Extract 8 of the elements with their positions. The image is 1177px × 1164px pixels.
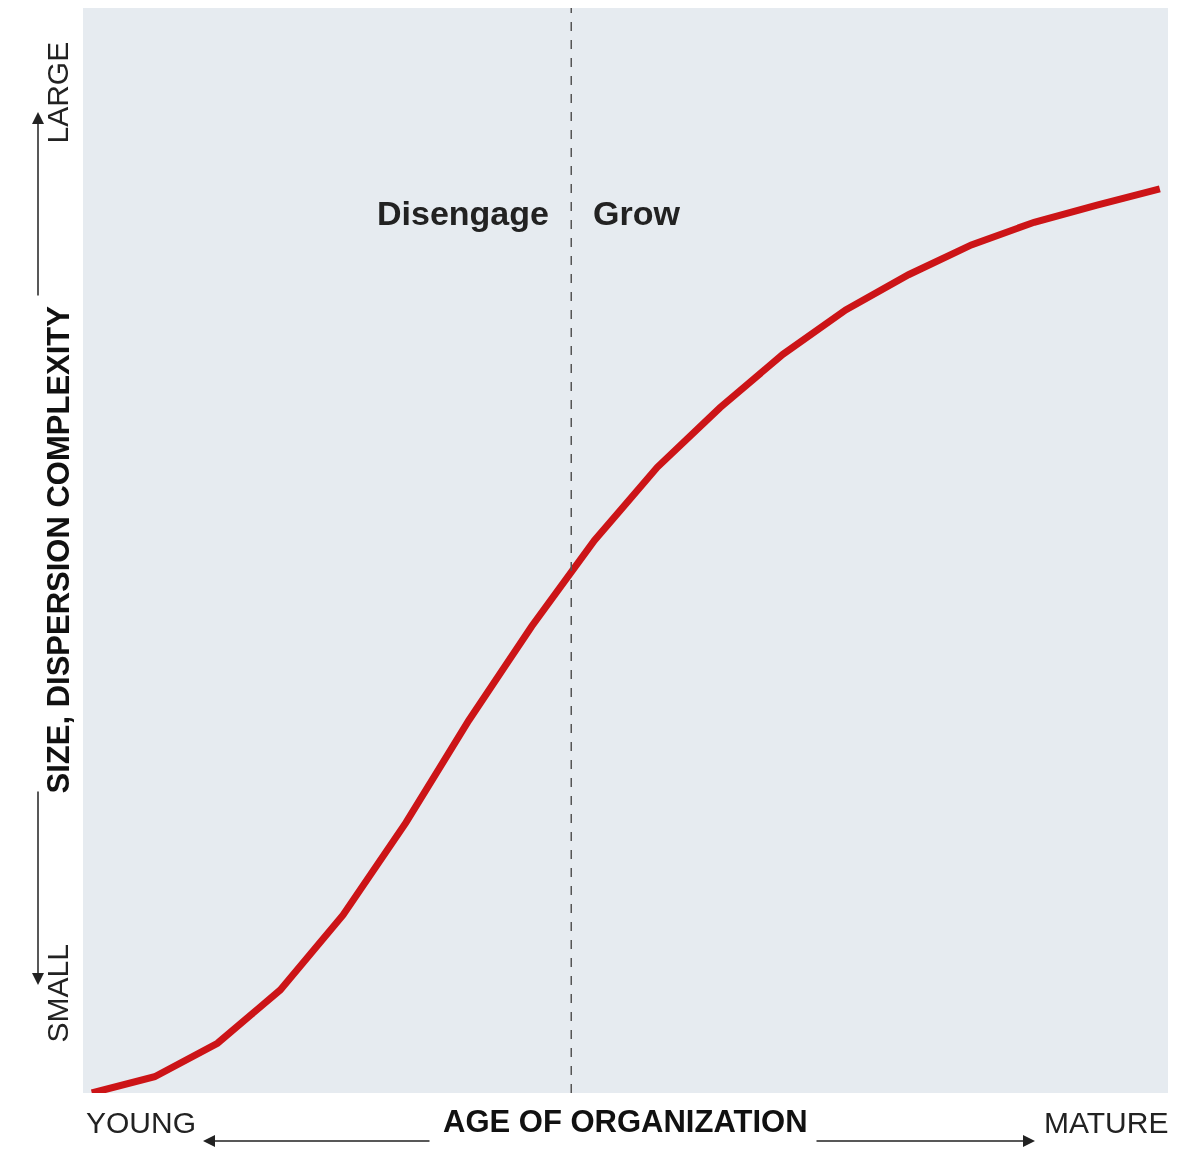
annotation: Disengage	[377, 194, 549, 232]
text: MATURE	[1044, 1106, 1169, 1139]
text: LARGE	[40, 41, 74, 144]
text: SMALL	[40, 944, 74, 1043]
y-axis-title: SIZE, DISPERSION COMPLEXITY	[40, 305, 76, 794]
x-axis-title: AGE OF ORGANIZATION	[443, 1104, 808, 1139]
text: YOUNG	[86, 1106, 197, 1139]
annotation: Grow	[593, 194, 681, 232]
